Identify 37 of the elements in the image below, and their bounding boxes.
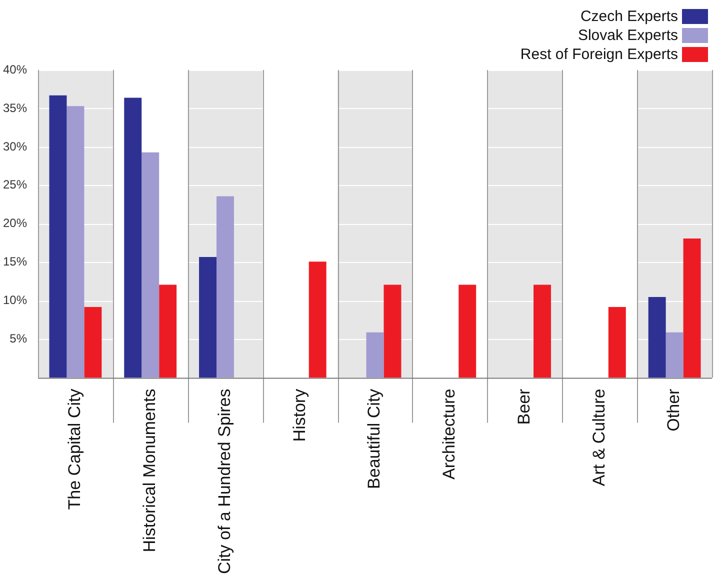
bar xyxy=(124,98,142,378)
legend-label: Rest of Foreign Experts xyxy=(520,46,678,63)
y-tick-label: 30% xyxy=(2,139,28,154)
x-tick-label: Other xyxy=(664,388,684,432)
bar xyxy=(666,332,684,378)
bar xyxy=(683,238,701,378)
x-tick-label: Art & Culture xyxy=(589,388,608,486)
bar xyxy=(648,297,666,378)
bar xyxy=(458,284,476,378)
bar xyxy=(608,307,626,378)
bar xyxy=(199,256,216,378)
bar xyxy=(66,106,84,378)
y-tick-label: 20% xyxy=(2,216,28,230)
bar xyxy=(216,196,234,378)
bar xyxy=(308,262,326,378)
bar xyxy=(384,284,402,378)
bar xyxy=(49,95,67,378)
legend-label: Slovak Experts xyxy=(578,27,678,44)
legend-label: Czech Experts xyxy=(580,8,678,25)
y-tick-label: 15% xyxy=(2,254,28,269)
y-tick-label: 10% xyxy=(2,293,28,308)
bar xyxy=(534,284,551,378)
x-tick-label: History xyxy=(290,388,309,442)
x-tick-label: Beautiful City xyxy=(364,388,384,489)
x-tick-label: City of a Hundred Spires xyxy=(214,388,234,574)
bar xyxy=(84,307,102,378)
x-tick-label: Beer xyxy=(514,388,534,425)
bar xyxy=(142,152,160,378)
x-tick-label: Historical Monuments xyxy=(140,388,160,552)
bar xyxy=(366,332,384,378)
y-tick-label: 25% xyxy=(2,178,28,192)
bar xyxy=(159,284,177,378)
y-tick-label: 5% xyxy=(10,332,28,346)
x-tick-label: The Capital City xyxy=(65,388,84,510)
y-tick-label: 35% xyxy=(2,100,28,115)
y-tick-label: 40% xyxy=(2,62,28,76)
x-tick-label: Architecture xyxy=(440,388,459,480)
